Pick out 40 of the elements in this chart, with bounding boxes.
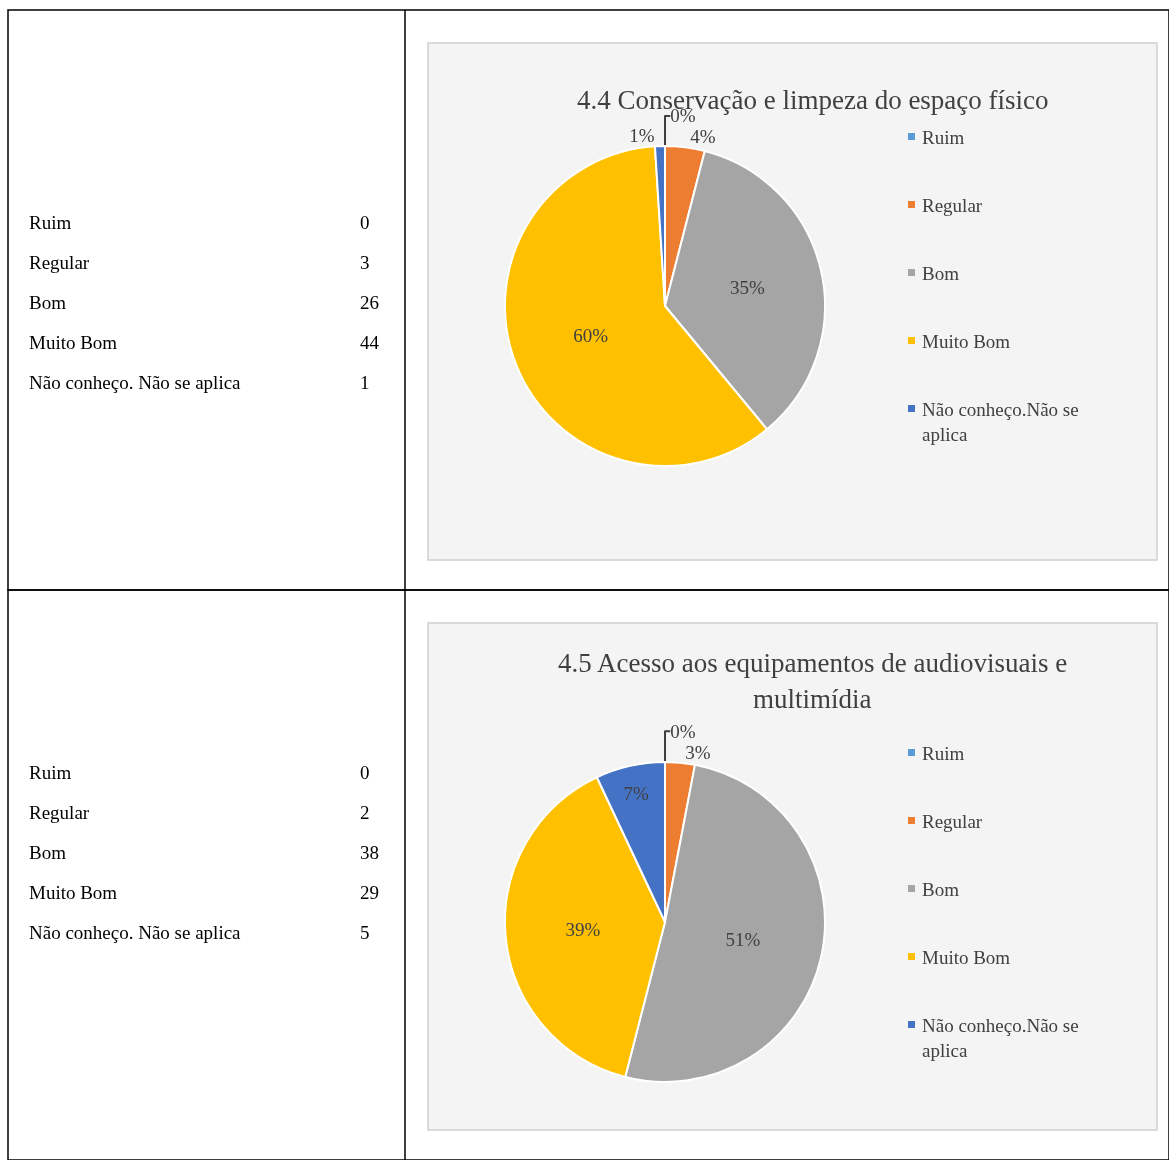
legend-label: Não conheço.Não se aplica	[922, 1015, 1079, 1061]
data-label: 1	[360, 372, 370, 393]
legend-label: Regular	[922, 195, 983, 216]
data-label: 51%	[725, 928, 761, 950]
legend-label: Muito Bom	[922, 947, 1011, 968]
data-label: 3	[360, 252, 370, 273]
legend-label: Ruim	[922, 127, 965, 148]
data-label: 35%	[730, 277, 766, 299]
category-label: Bom	[29, 842, 67, 863]
data-label: 60%	[573, 324, 609, 346]
legend-label: Ruim	[922, 743, 965, 764]
data-label: 0	[360, 212, 370, 233]
data-label: 5	[360, 922, 370, 943]
data-label: 3%	[685, 741, 711, 763]
category-label: Muito Bom	[29, 882, 118, 903]
category-label: Ruim	[29, 762, 72, 783]
legend-label: Bom	[922, 263, 960, 284]
category-label: Não conheço. Não se aplica	[29, 372, 242, 393]
category-label: Não conheço. Não se aplica	[29, 922, 242, 943]
data-label: 29	[360, 882, 379, 903]
data-label: 7%	[623, 783, 650, 805]
chart-title: 4.5 Acesso aos equipamentos de audiovisuais e multimídia	[558, 648, 1068, 714]
text: 0%	[670, 720, 696, 742]
legend-label: Não conheço.Não se aplica	[922, 399, 1079, 445]
category-label: Regular	[29, 252, 90, 273]
data-label: 0	[360, 762, 370, 783]
category-label: Muito Bom	[29, 332, 118, 353]
legend-label: Regular	[922, 811, 983, 832]
data-label: 2	[360, 802, 370, 823]
data-label: 4%	[690, 126, 716, 148]
legend-label: Bom	[922, 879, 960, 900]
data-label: 1%	[629, 125, 655, 147]
data-label: 39%	[565, 919, 601, 941]
category-label: Regular	[29, 802, 90, 823]
data-label: 26	[360, 292, 379, 313]
data-label: 44	[360, 332, 380, 353]
legend-label: Muito Bom	[922, 331, 1011, 352]
category-label: Ruim	[29, 212, 72, 233]
category-label: Bom	[29, 292, 67, 313]
data-label: 38	[360, 842, 379, 863]
